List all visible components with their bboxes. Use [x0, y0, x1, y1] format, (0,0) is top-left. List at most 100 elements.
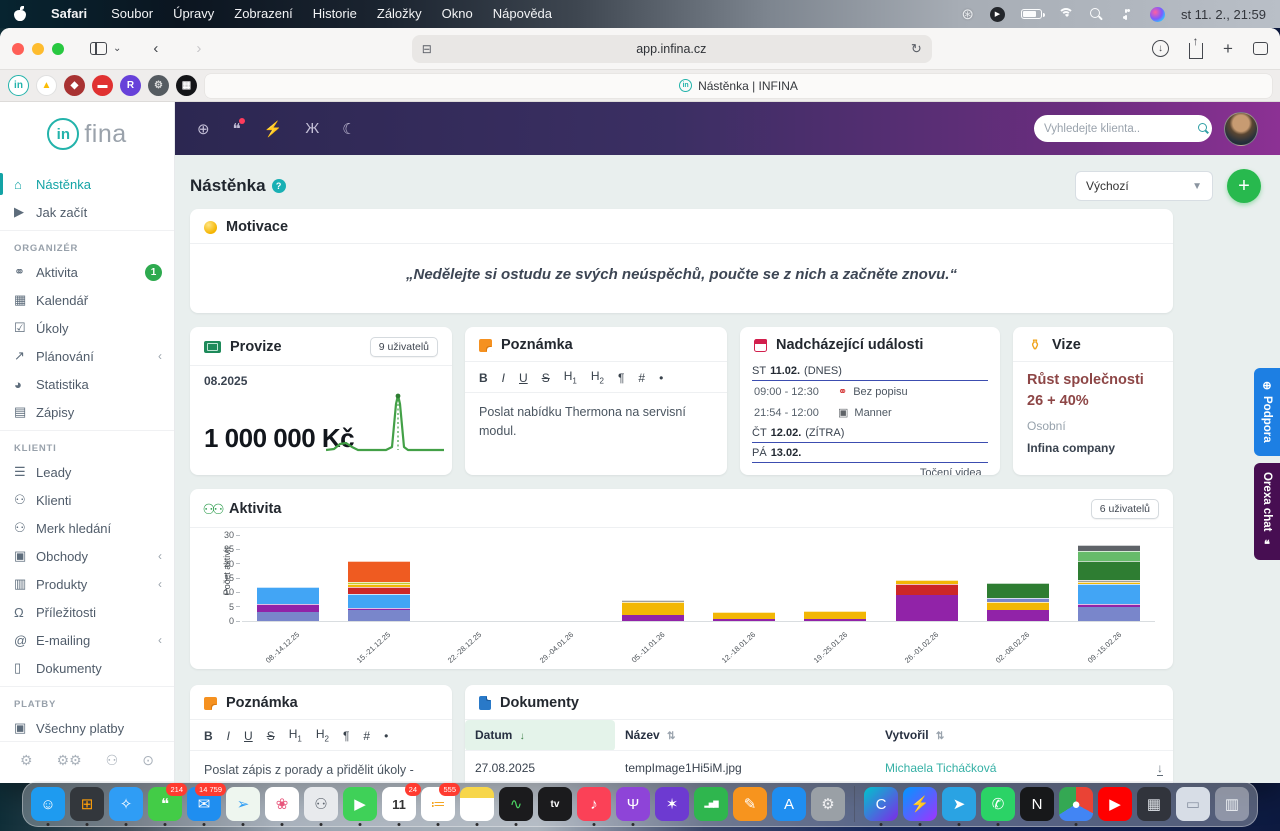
sidebar-item-ukoly[interactable]: ☑ Úkoly [0, 314, 174, 342]
side-tab-orexa-chat[interactable]: Orexa chat ❝ [1254, 463, 1280, 560]
chatgpt-status-icon[interactable]: ⊛ [961, 6, 974, 23]
provize-users-badge[interactable]: 9 uživatelů [369, 337, 438, 357]
column-header-vytvořil[interactable]: Vytvořil ⇅ [885, 728, 945, 742]
format-i-button[interactable]: I [501, 371, 506, 386]
sidebar-item-obchody[interactable]: ▣ Obchody ‹ [0, 542, 174, 570]
dock-telegram[interactable]: ➤ [942, 787, 976, 826]
dock-contacts[interactable]: ⚇ [304, 787, 338, 826]
doc-author-link[interactable]: Michaela Ticháčková [885, 761, 997, 775]
zoom-window-button[interactable] [52, 42, 64, 55]
infina-logo[interactable]: in fina [0, 102, 174, 162]
menubar-app-name[interactable]: Safari [51, 6, 88, 21]
dock-finder[interactable]: ☺ [31, 787, 65, 826]
pinned-tab-dark-grid-app[interactable]: ▦ [176, 75, 197, 96]
column-header-název[interactable]: Název ⇅ [625, 728, 676, 742]
menubar-item-2[interactable]: Zobrazení [234, 6, 293, 21]
sidebar-item-e-mailing[interactable]: @ E-mailing ‹ [0, 626, 174, 654]
format-h2-button[interactable]: H2 [590, 369, 604, 386]
menubar-item-3[interactable]: Historie [312, 6, 357, 21]
sidebar-item-leady[interactable]: ☰ Leady [0, 458, 174, 486]
pinned-tab-infina[interactable]: in [8, 75, 29, 96]
column-header-datum[interactable]: Datum ↓ [465, 720, 615, 751]
pinned-tab-gear-app[interactable]: ⚙ [148, 75, 169, 96]
dock-youtube[interactable]: ▶ [1098, 787, 1132, 821]
menubar-item-1[interactable]: Úpravy [173, 6, 215, 21]
chevron-left-icon[interactable]: ‹ [158, 633, 162, 647]
sidebar-item-merk-hledani[interactable]: ⚇ Merk hledání [0, 514, 174, 542]
side-tab-podpora[interactable]: ⊕ Podpora [1254, 368, 1280, 456]
format-u-button[interactable]: U [244, 729, 253, 744]
dock-whatsapp[interactable]: ✆ [981, 787, 1015, 826]
chevron-left-icon[interactable]: ‹ [158, 577, 162, 591]
dock-canva[interactable]: C [864, 787, 898, 826]
sidebar-item-aktivita[interactable]: ⚭ Aktivita 1 [0, 258, 174, 286]
siri-icon[interactable] [1149, 6, 1165, 22]
settings-icon[interactable]: ⚙ [20, 752, 33, 768]
page-settings-icon[interactable]: ⊟ [421, 41, 432, 56]
sidebar-item-zapisy[interactable]: ▤ Zápisy [0, 398, 174, 426]
back-button[interactable]: ‹ [153, 40, 159, 57]
sidebar-item-prilezitosti[interactable]: Ω Příležitosti [0, 598, 174, 626]
format-h2-button[interactable]: H2 [315, 727, 329, 744]
reload-icon[interactable]: ↻ [910, 40, 922, 56]
battery-icon[interactable] [1020, 9, 1045, 19]
dock-notion[interactable]: N [1020, 787, 1054, 821]
note-text[interactable]: Poslat nabídku Thermona na servisní modu… [479, 405, 686, 439]
dock-system-settings[interactable]: ⚙ [811, 787, 845, 821]
dock-tv[interactable]: tv [538, 787, 572, 821]
downloads-icon[interactable]: ↓ [1152, 40, 1170, 57]
dock-facetime[interactable]: ▶ [343, 787, 377, 826]
sidebar-item-vsechny-platby[interactable]: ▣ Všechny platby [0, 714, 174, 741]
format-#-button[interactable]: # [363, 729, 371, 744]
active-tab[interactable]: in Nástěnka | INFINA [205, 73, 1272, 98]
chevron-left-icon[interactable]: ‹ [158, 349, 162, 363]
sidebar-item-klienti[interactable]: ⚇ Klienti [0, 486, 174, 514]
note-text-2[interactable]: Poslat zápis z porady a přidělit úkoly - [204, 763, 414, 778]
download-icon[interactable]: ↓ [1157, 761, 1163, 776]
sidebar-item-statistika[interactable]: ◕ Statistika [0, 370, 174, 398]
format-b-button[interactable]: B [204, 729, 213, 744]
dock-messenger[interactable]: ⚡ [903, 787, 937, 826]
format-s-button[interactable]: S [266, 729, 275, 744]
logout-icon[interactable]: ⊙ [142, 752, 154, 768]
spotlight-icon[interactable] [1089, 7, 1103, 21]
apple-menu-icon[interactable] [14, 6, 27, 21]
dock-music[interactable]: ♪ [577, 787, 611, 826]
dock-app-store[interactable]: A [772, 787, 806, 821]
forward-button[interactable]: › [196, 40, 202, 57]
search-icon[interactable] [1198, 122, 1207, 135]
dock-notes[interactable] [460, 787, 494, 826]
bug-icon[interactable]: Ж [305, 120, 320, 137]
dashboard-view-select[interactable]: Výchozí ▼ [1075, 171, 1213, 201]
close-window-button[interactable] [12, 42, 24, 55]
dock-mail[interactable]: ✉ 14 759 [187, 783, 226, 826]
sidebar-item-produkty[interactable]: ▥ Produkty ‹ [0, 570, 174, 598]
pinned-tab-r-app[interactable]: R [120, 75, 141, 96]
client-search[interactable] [1034, 115, 1212, 142]
control-center-icon[interactable] [1119, 8, 1134, 20]
aktivita-users-badge[interactable]: 6 uživatelů [1090, 499, 1159, 519]
wifi-icon[interactable] [1057, 8, 1074, 20]
menubar-item-6[interactable]: Nápověda [492, 6, 553, 21]
format-h1-button[interactable]: H1 [288, 727, 302, 744]
add-icon[interactable]: ⊕ [197, 120, 210, 138]
event-row[interactable]: 09:00 - 12:30 ⚭ Bez popisu [752, 381, 988, 402]
minimize-window-button[interactable] [32, 42, 44, 55]
format-#-button[interactable]: # [638, 371, 646, 386]
chevron-left-icon[interactable]: ‹ [158, 549, 162, 563]
menubar-item-0[interactable]: Soubor [111, 6, 154, 21]
chat-icon[interactable]: ❝ [233, 117, 245, 138]
pinned-tab-red-app[interactable]: ◆ [64, 75, 85, 96]
tab-overview-icon[interactable] [1252, 38, 1274, 55]
sidebar-toggle-button[interactable]: ⌄ [82, 38, 129, 59]
dock-podcasts[interactable]: Ψ [616, 787, 650, 826]
advanced-settings-icon[interactable]: ⚙⚙ [56, 752, 82, 768]
dock-safari[interactable]: ✧ [109, 787, 143, 826]
event-row[interactable]: 21:54 - 12:00 ▣ Manner [752, 402, 988, 423]
pinned-tab-drive[interactable]: ▲ [36, 75, 57, 96]
sidebar-item-kalendar[interactable]: ▦ Kalendář [0, 286, 174, 314]
help-icon[interactable]: ? [271, 179, 286, 193]
menubar-clock[interactable]: st 11. 2., 21:59 [1180, 6, 1266, 22]
lightning-icon[interactable]: ⚡ [263, 120, 283, 138]
share-icon[interactable] [1189, 34, 1204, 59]
